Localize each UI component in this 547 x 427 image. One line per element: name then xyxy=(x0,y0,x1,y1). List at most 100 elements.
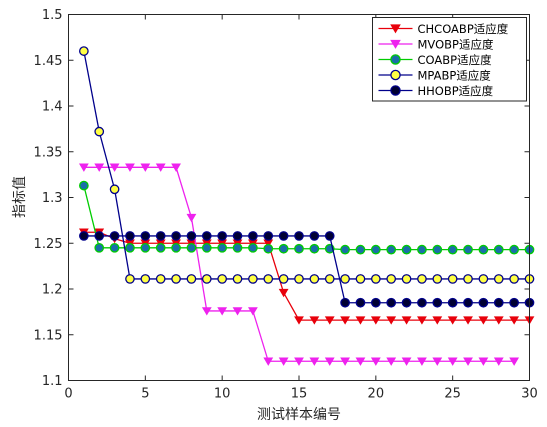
data-point xyxy=(355,357,366,366)
data-point xyxy=(309,274,320,284)
legend-label: CHCOABP适应度 xyxy=(418,22,509,36)
data-point xyxy=(463,244,473,255)
data-point xyxy=(417,316,427,325)
x-tick-label: 5 xyxy=(141,387,149,402)
data-point xyxy=(493,274,504,284)
data-point xyxy=(340,316,350,325)
legend-label: MVOBP适应度 xyxy=(418,37,494,51)
data-point xyxy=(309,231,320,241)
data-point xyxy=(340,244,350,255)
data-point xyxy=(432,357,443,366)
data-point xyxy=(140,274,151,284)
data-point xyxy=(263,274,274,284)
legend-swatch-marker xyxy=(390,24,401,34)
series-layer xyxy=(78,46,535,366)
data-point xyxy=(386,244,397,255)
data-point xyxy=(294,357,304,366)
data-point xyxy=(493,357,504,366)
series-line xyxy=(83,231,530,321)
data-point xyxy=(340,357,350,366)
x-tick-label: 0 xyxy=(64,387,72,402)
data-point xyxy=(478,357,489,366)
x-tick-label: 20 xyxy=(368,387,385,402)
data-point xyxy=(401,274,412,284)
y-tick-label: 1.25 xyxy=(34,237,63,252)
series-4 xyxy=(79,46,535,284)
legend-entry: MVOBP适应度 xyxy=(378,37,494,51)
data-point xyxy=(125,231,135,241)
data-point xyxy=(78,163,89,172)
series-2 xyxy=(78,163,520,366)
data-point xyxy=(278,274,289,284)
data-point xyxy=(109,242,120,253)
data-point xyxy=(386,316,397,325)
y-tick-label: 1.45 xyxy=(34,54,63,69)
data-point xyxy=(140,163,151,172)
y-axis-label: 指标值 xyxy=(12,176,28,218)
data-point xyxy=(509,274,519,284)
data-point xyxy=(201,231,212,241)
data-point xyxy=(79,231,89,241)
data-point xyxy=(232,307,243,316)
y-tick-label: 1.3 xyxy=(42,191,63,206)
data-point xyxy=(493,316,504,325)
data-point xyxy=(201,242,212,253)
data-point xyxy=(217,231,228,241)
data-point xyxy=(294,231,304,241)
data-point xyxy=(217,307,228,316)
x-tick-label: 25 xyxy=(444,387,461,402)
data-point xyxy=(386,297,397,308)
data-point xyxy=(248,231,258,241)
data-point xyxy=(463,274,473,284)
data-point xyxy=(401,297,412,308)
data-point xyxy=(186,242,197,253)
x-tick-label: 30 xyxy=(521,387,538,402)
data-point xyxy=(493,244,504,255)
data-point xyxy=(447,244,458,255)
data-point xyxy=(432,316,443,325)
data-point xyxy=(340,274,350,284)
series-5 xyxy=(79,231,535,308)
data-point xyxy=(186,213,197,223)
data-point xyxy=(263,243,274,254)
data-point xyxy=(278,231,289,241)
data-point xyxy=(370,244,381,255)
data-point xyxy=(171,274,181,284)
data-point xyxy=(370,357,381,366)
data-point xyxy=(509,316,520,325)
series-line xyxy=(83,235,530,304)
data-point xyxy=(125,274,135,284)
data-point xyxy=(463,357,473,366)
series-line xyxy=(83,185,530,251)
data-point xyxy=(79,46,89,56)
data-point xyxy=(109,163,120,172)
y-tick-label: 1.35 xyxy=(34,145,63,160)
data-point xyxy=(463,297,473,308)
data-point xyxy=(248,274,258,284)
data-point xyxy=(171,231,181,241)
data-point xyxy=(309,243,320,254)
data-point xyxy=(478,274,489,284)
data-point xyxy=(432,297,443,308)
x-tick-label: 15 xyxy=(291,387,308,402)
data-point xyxy=(493,297,504,308)
data-point xyxy=(478,297,489,308)
y-tick-label: 1.1 xyxy=(42,374,63,389)
data-point xyxy=(401,357,412,366)
data-point xyxy=(109,184,120,195)
data-point xyxy=(417,244,427,255)
data-point xyxy=(432,244,443,255)
series-line xyxy=(83,166,515,362)
data-point xyxy=(186,274,197,284)
data-point xyxy=(447,316,458,325)
data-point xyxy=(355,297,366,308)
data-point xyxy=(263,231,274,241)
legend-entry: HHOBP适应度 xyxy=(378,84,494,98)
data-point xyxy=(355,244,366,255)
x-tick-label: 10 xyxy=(214,387,231,402)
legend-label: COABP适应度 xyxy=(418,53,493,67)
data-point xyxy=(447,297,458,308)
data-point xyxy=(248,307,258,316)
